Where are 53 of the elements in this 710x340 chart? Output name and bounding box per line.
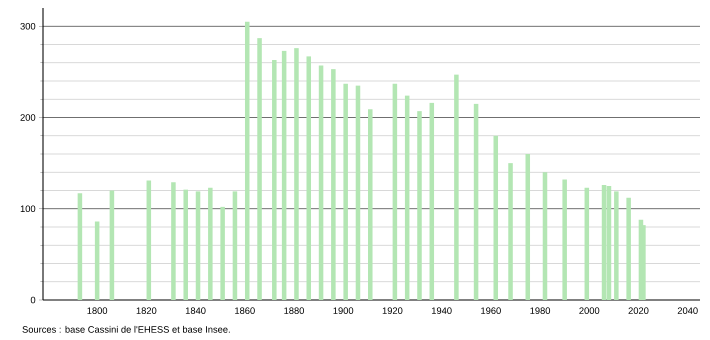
x-tick-label: 1940 (432, 307, 452, 314)
bar (318, 65, 324, 300)
bar (525, 154, 530, 300)
bar (584, 188, 590, 300)
bar (562, 180, 567, 300)
bar (542, 172, 548, 300)
bar (494, 136, 498, 300)
bar (282, 50, 286, 300)
x-tick-label: 1820 (136, 307, 156, 314)
bar (272, 60, 277, 300)
x-tick-label: 2040 (678, 307, 698, 314)
x-tick-label: 2020 (628, 307, 649, 314)
bar (331, 69, 336, 300)
y-tick-label: 200 (20, 114, 36, 121)
bar (626, 198, 631, 300)
bar (257, 38, 262, 300)
bar (196, 191, 200, 300)
bar (208, 188, 213, 300)
bar (404, 96, 410, 300)
bar (171, 182, 176, 300)
bar (294, 48, 299, 300)
bar (343, 84, 348, 300)
x-tick-label: 1900 (334, 307, 354, 314)
bar (454, 74, 459, 300)
bar (474, 104, 478, 300)
bar (614, 191, 619, 300)
x-tick-label: 1800 (87, 307, 108, 314)
x-tick-label: 1880 (284, 307, 304, 314)
x-tick-label: 1980 (530, 307, 550, 314)
bar (392, 84, 398, 300)
y-tick-label: 0 (30, 296, 36, 304)
source-note: Sources : base Cassini de l'EHESS et base Insee. (22, 326, 230, 333)
bar (368, 109, 373, 300)
x-tick-label: 1920 (382, 307, 402, 314)
bar (306, 56, 312, 300)
y-tick-label: 300 (20, 22, 36, 30)
bar (356, 86, 360, 300)
x-tick-label: 1860 (235, 307, 255, 314)
bar (94, 222, 100, 300)
x-tick-label: 2000 (579, 307, 600, 314)
y-tick-label: 100 (20, 205, 36, 212)
bar (183, 190, 188, 300)
bar (78, 193, 82, 300)
bar (220, 206, 225, 300)
bar (508, 163, 513, 300)
bar (110, 190, 114, 300)
x-tick-label: 1840 (186, 307, 206, 314)
x-tick-label: 1960 (481, 307, 501, 314)
bar (417, 111, 422, 300)
bar (430, 102, 434, 300)
bar (232, 191, 238, 300)
bar (146, 180, 152, 300)
bar (244, 22, 250, 300)
